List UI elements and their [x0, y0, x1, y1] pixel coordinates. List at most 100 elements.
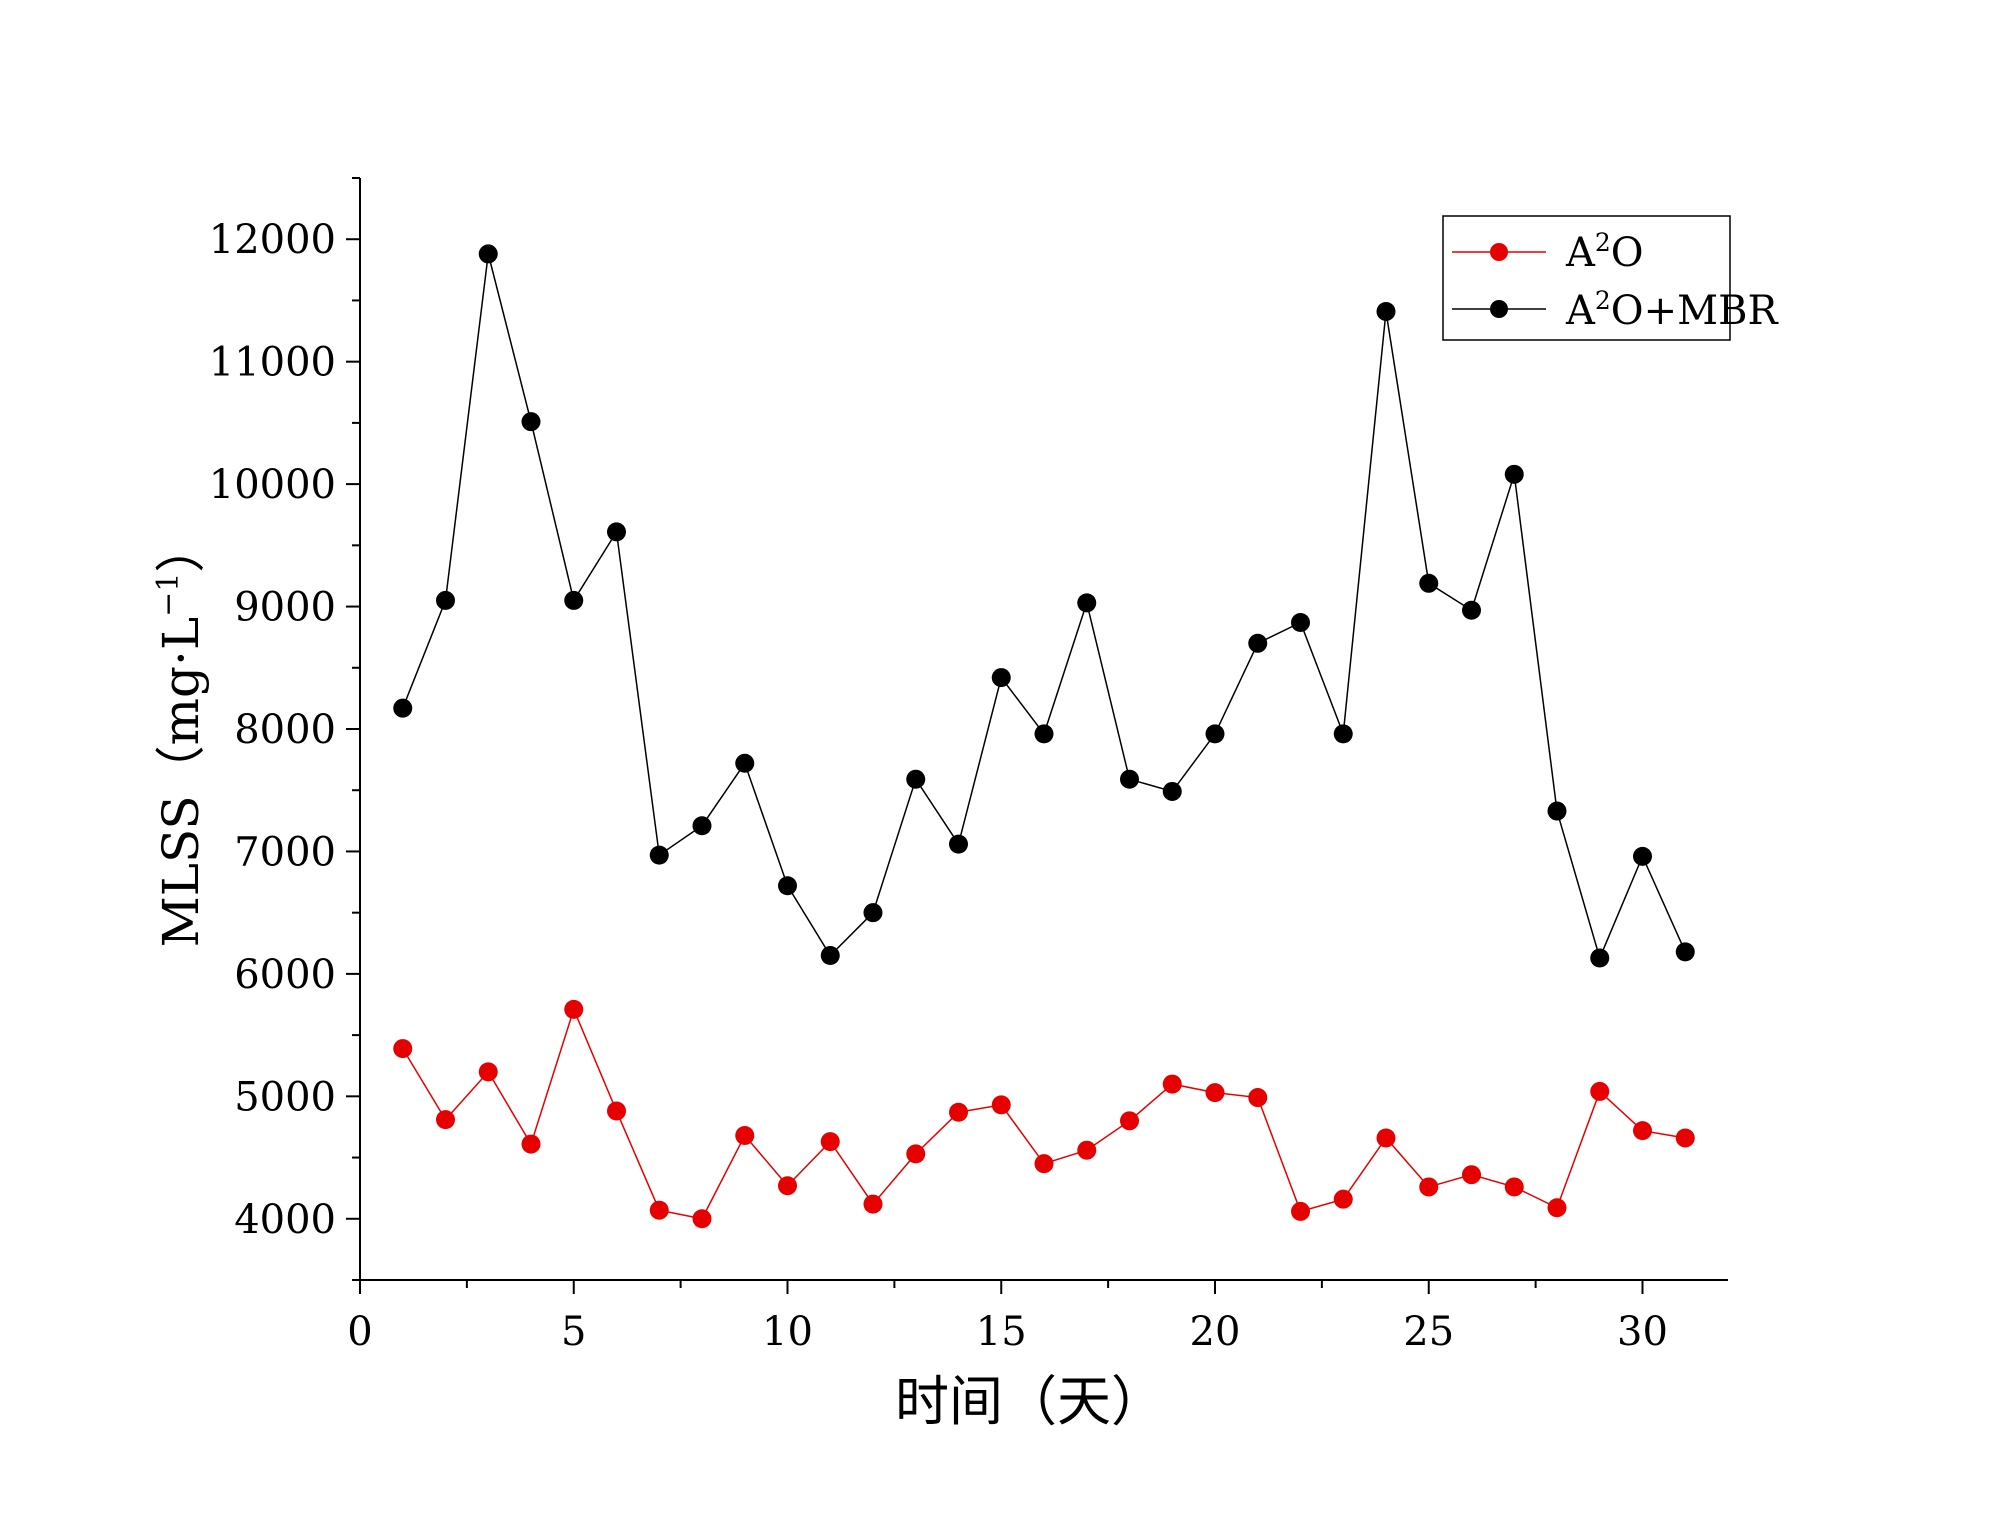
data-point: [735, 753, 755, 773]
data-point: [607, 1101, 626, 1121]
legend-label-a2o-mbr: A2O+MBR: [1565, 286, 1779, 334]
x-tick-label: 5: [561, 1309, 586, 1355]
data-point: [1419, 573, 1439, 593]
y-tick-label: 11000: [209, 340, 336, 386]
data-point: [735, 1126, 755, 1146]
legend-entry-a2o-mbr: A2O+MBR: [1452, 286, 1779, 334]
data-point: [1376, 1128, 1396, 1148]
data-point: [649, 1200, 669, 1220]
x-tick-label: 20: [1190, 1309, 1241, 1355]
data-point: [1162, 1074, 1182, 1094]
series-a2o: [393, 999, 1695, 1229]
legend-label-a2o-mbr-tail: O+MBR: [1611, 288, 1780, 334]
data-point: [1376, 301, 1396, 321]
legend-marker-a2o: [1490, 243, 1508, 261]
data-point: [1633, 846, 1652, 866]
data-point: [991, 1095, 1011, 1115]
data-point: [1333, 724, 1353, 744]
data-point: [1077, 593, 1097, 613]
data-point: [607, 522, 626, 542]
x-tick-label: 30: [1617, 1309, 1668, 1355]
y-axis-label: MLSS（mg·L−1）: [151, 523, 210, 948]
data-point: [1248, 633, 1268, 653]
legend-label-a2o-mbr-superscript: 2: [1595, 286, 1611, 315]
data-point: [478, 244, 498, 264]
legend-label-a2o-base: A: [1565, 230, 1596, 276]
data-point: [1291, 1201, 1310, 1221]
data-point: [1291, 612, 1310, 632]
data-point: [393, 698, 413, 718]
data-point: [1205, 1083, 1225, 1103]
data-point: [778, 1176, 797, 1196]
data-point: [863, 1194, 883, 1214]
data-point: [1675, 1128, 1695, 1148]
y-tick-label: 12000: [209, 217, 336, 263]
y-tick-label: 4000: [234, 1197, 336, 1243]
y-axis-label-main: MLSS（mg·L: [152, 617, 210, 948]
data-point: [692, 1209, 712, 1229]
legend: A2O A2O+MBR: [1442, 215, 1779, 341]
data-point: [1462, 600, 1481, 620]
data-point: [1034, 1154, 1054, 1174]
legend-label-a2o-mbr-base: A: [1565, 288, 1596, 334]
x-tick-label: 25: [1403, 1309, 1454, 1355]
y-tick-label: 9000: [234, 585, 336, 631]
x-tick-label: 10: [762, 1309, 813, 1355]
series-layer: [393, 244, 1695, 1229]
data-point: [1675, 942, 1695, 962]
data-point: [1504, 464, 1524, 484]
legend-entry-a2o: A2O: [1452, 228, 1644, 276]
data-point: [436, 590, 455, 610]
data-point: [906, 769, 926, 789]
x-axis-label: 时间（天）: [895, 1370, 1165, 1433]
series-line: [402, 1007, 1686, 1220]
x-tick-label: 0: [347, 1309, 372, 1355]
x-tick-label: 15: [976, 1309, 1027, 1355]
data-point: [649, 845, 669, 865]
data-point: [1462, 1165, 1481, 1185]
data-point: [1547, 1198, 1567, 1218]
data-point: [1333, 1189, 1353, 1209]
data-point: [1590, 948, 1610, 968]
y-axis-label-tail: ）: [152, 523, 210, 573]
data-point: [521, 1134, 541, 1154]
data-point: [1205, 724, 1225, 744]
data-point: [1120, 1111, 1139, 1131]
data-point: [1547, 801, 1567, 821]
data-point: [906, 1144, 926, 1164]
data-point: [1248, 1088, 1268, 1108]
data-point: [820, 946, 840, 966]
data-point: [949, 1102, 968, 1122]
data-point: [1590, 1081, 1610, 1101]
data-point: [820, 1132, 840, 1152]
legend-marker-a2o-mbr: [1490, 300, 1508, 318]
data-point: [436, 1110, 455, 1130]
data-point: [1419, 1177, 1439, 1197]
data-point: [692, 816, 712, 836]
legend-label-a2o: A2O: [1565, 228, 1644, 276]
data-point: [949, 834, 968, 854]
series-a2o-mbr: [393, 244, 1695, 968]
y-tick-label: 10000: [209, 462, 336, 508]
data-point: [521, 412, 541, 432]
axes: 0 5 10 15 20 25 30 4000 5000 6000 7000 8000 9000 1000…: [209, 177, 1728, 1355]
data-point: [863, 903, 883, 923]
data-point: [393, 1039, 413, 1059]
y-axis-label-superscript: −1: [151, 573, 186, 617]
data-point: [1633, 1121, 1652, 1141]
y-tick-label: 5000: [234, 1074, 336, 1120]
data-point: [564, 590, 584, 610]
data-point: [1504, 1177, 1524, 1197]
y-tick-label: 7000: [234, 829, 336, 875]
legend-label-a2o-superscript: 2: [1595, 228, 1611, 257]
series-line: [402, 253, 1686, 961]
y-tick-label: 8000: [234, 707, 336, 753]
data-point: [1162, 781, 1182, 801]
legend-box: [1442, 215, 1731, 341]
data-point: [778, 876, 797, 896]
data-point: [564, 999, 584, 1019]
data-point: [1120, 769, 1139, 789]
data-point: [991, 668, 1011, 688]
